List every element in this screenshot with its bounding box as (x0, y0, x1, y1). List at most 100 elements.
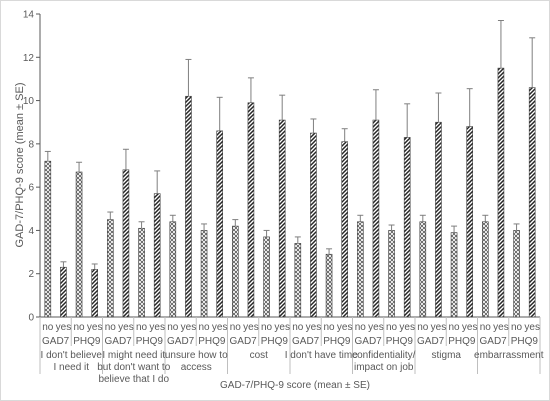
bar-no (138, 227, 145, 318)
bar-no (75, 171, 83, 318)
group-label: unsure how to access (165, 350, 228, 373)
y-tick-label: 12 (23, 53, 35, 64)
bar-yes (153, 193, 161, 318)
bar-category-label: no (105, 322, 117, 333)
bar-yes (216, 130, 223, 318)
bar-yes (341, 141, 348, 318)
bar-no (294, 243, 302, 318)
group-label: I might need it but don't want to believe … (97, 350, 171, 385)
measure-label: GAD7 (417, 336, 445, 347)
group-label-line: I might need it (102, 350, 165, 361)
bar-category-label: no (449, 322, 461, 333)
group-label-line: confidentiality/ (352, 350, 416, 361)
bar-no (169, 221, 177, 318)
group-label: I don't have time (285, 350, 359, 361)
bar-no (450, 232, 458, 318)
measure-label: PHQ9 (261, 336, 289, 347)
bar-no (419, 221, 427, 318)
y-tick-label: 10 (23, 96, 35, 107)
bar-category-label: no (386, 322, 398, 333)
bar-yes (247, 102, 255, 318)
group-label: stigma (432, 350, 462, 361)
measure-label: GAD7 (167, 336, 195, 347)
bar-category-label: no (230, 322, 242, 333)
bar-no (232, 225, 239, 318)
measure-label: PHQ9 (323, 336, 351, 347)
bar-category-label: yes (431, 322, 447, 333)
measure-label: GAD7 (292, 336, 320, 347)
bar-no (263, 236, 270, 318)
bar-no (482, 221, 489, 318)
group-label-line: believe that I do (98, 374, 169, 385)
bar-no (200, 230, 208, 318)
bar-category-label: yes (306, 322, 322, 333)
bar-yes (466, 126, 473, 318)
bar-category-label: yes (399, 322, 415, 333)
bar-category-label: yes (243, 322, 259, 333)
group-label: confidentiality/impact on job (352, 350, 416, 373)
group-label-line: embarrassment (474, 350, 544, 361)
bar-yes (185, 95, 192, 318)
bar-category-label: yes (56, 322, 72, 333)
group-label-line: unsure how to (165, 350, 228, 361)
y-tick-label: 0 (28, 313, 34, 324)
bar-category-label: no (480, 322, 492, 333)
bar-category-label: yes (149, 322, 165, 333)
y-tick-label: 4 (28, 226, 34, 237)
bar-category-label: no (199, 322, 211, 333)
bar-category-label: yes (337, 322, 353, 333)
bar-yes (497, 67, 505, 318)
y-tick-label: 6 (28, 183, 34, 194)
y-tick-label: 2 (28, 269, 34, 280)
bar-yes (278, 119, 286, 318)
bar-no (44, 160, 52, 318)
group-label-line: I don't believe (41, 350, 103, 361)
bar-yes (310, 132, 317, 318)
bar-category-label: no (355, 322, 367, 333)
bar-category-label: no (42, 322, 54, 333)
bar-category-label: no (136, 322, 148, 333)
bar-category-label: yes (274, 322, 290, 333)
bar-yes (122, 169, 130, 318)
measure-label: PHQ9 (386, 336, 414, 347)
measure-label: GAD7 (355, 336, 383, 347)
bar-no (357, 221, 364, 318)
measure-label: GAD7 (480, 336, 508, 347)
group-label-line: access (181, 362, 212, 373)
bar-category-label: no (511, 322, 523, 333)
bar-category-label: yes (87, 322, 103, 333)
measure-label: PHQ9 (511, 336, 539, 347)
bar-category-label: yes (118, 322, 134, 333)
bar-category-label: no (167, 322, 179, 333)
bar-category-label: yes (181, 322, 197, 333)
bar-category-label: no (292, 322, 304, 333)
bar-yes (60, 266, 67, 318)
measure-label: GAD7 (42, 336, 70, 347)
group-label: embarrassment (474, 350, 544, 361)
y-tick-label: 8 (28, 139, 34, 150)
group-label-line: but don't want to (97, 362, 171, 373)
measure-label: PHQ9 (448, 336, 476, 347)
bar-category-label: yes (524, 322, 540, 333)
bar-category-label: yes (462, 322, 478, 333)
measure-label: GAD7 (105, 336, 133, 347)
bar-category-label: no (417, 322, 429, 333)
group-label: I don't believe I need it (41, 350, 103, 373)
bar-yes (403, 137, 411, 318)
y-tick-label: 14 (23, 10, 35, 21)
measure-label: PHQ9 (73, 336, 101, 347)
bar-no (388, 230, 395, 318)
bar-yes (435, 121, 442, 318)
bar-category-label: yes (212, 322, 228, 333)
bar-category-label: yes (368, 322, 384, 333)
bar-yes (372, 119, 380, 318)
bar-category-label: no (261, 322, 273, 333)
bar-category-label: yes (493, 322, 509, 333)
bar-category-label: no (324, 322, 336, 333)
measure-label: PHQ9 (198, 336, 226, 347)
bar-no (513, 230, 520, 318)
group-label: cost (250, 350, 269, 361)
